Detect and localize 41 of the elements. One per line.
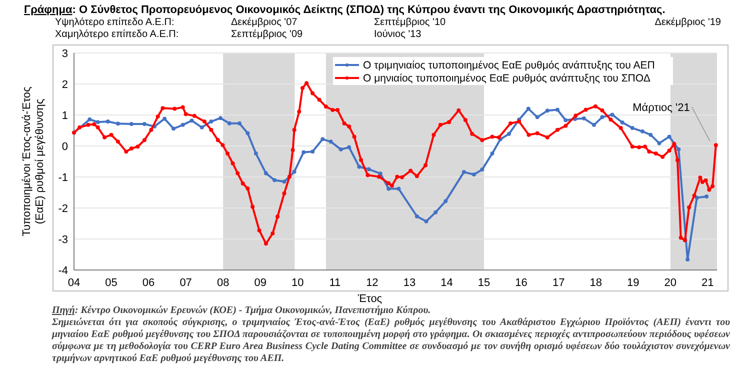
x-tick-label: 12 (366, 277, 378, 289)
y-tick-label: -2 (58, 202, 68, 215)
x-tick-label: 06 (142, 277, 155, 289)
x-tick-label: 10 (292, 277, 304, 289)
x-tick-label: 15 (478, 277, 490, 289)
x-tick-label: 17 (552, 277, 565, 289)
x-tick-label: 13 (403, 277, 416, 289)
text: Πηγή: Κέντρο Οικονομικών Ερευνών (ΚΟΕ) - Τμήμα Οικονομικών, Πανεπιστήμιο Κύπρου. (52, 305, 432, 317)
y-tick-label: 0 (62, 140, 68, 153)
text: Σεπτέμβριος '10 (374, 17, 446, 28)
x-tick-label: 19 (627, 277, 640, 289)
y-tick-label: -3 (58, 234, 68, 246)
x-tick-label: 07 (180, 277, 192, 289)
text: Υψηλότερο επίπεδο Α.Ε.Π: (55, 17, 174, 28)
annotation: Μάρτιος '21 (632, 102, 690, 114)
y-tick-label: 2 (62, 78, 68, 91)
y-tick-label: -1 (58, 172, 68, 184)
text: Δεκέμβριος '07 (231, 17, 298, 28)
legend-label: Ο μηνιαίος τυποποιημένος ΕαΕ ρυθμός ανάπτυξης του ΣΠΟΔ (363, 72, 650, 85)
x-tick-label: 11 (329, 277, 341, 289)
x-tick-label: 18 (590, 277, 602, 289)
text: Σεπτέμβριος '09 (231, 29, 303, 40)
x-tick-label: 16 (515, 277, 528, 289)
x-tick-label: 04 (68, 277, 80, 289)
chart-title: Γράφημα: Ο Σύνθετος Προπορευόμενος Οικονομικός Δείκτης (ΣΠΟΔ) της Κύπρου έναντι της Οικονομικής Δραστηριότητας. (24, 4, 666, 16)
text: Ιούνιος '13 (374, 29, 422, 40)
text: Σημειώνεται ότι για σκοπούς σύγκρισης, ο τριμηνιαίος Έτος-ανά-Έτος (ΕαΕ) ρυθμός μεγέθυνσης του Ακαθάριστου Εγχώριου Προϊόντος (ΑΕΠ) έναντι του μηνιαίου ΕαΕ ρυθμού μεγέθυνσης του ΣΠΟΔ παρουσιάζονται σε τυποποιημένη μορφή στο γράφημα. Οι σκιασμένες περιοχές αντιπροσωπεύουν περιόδους υφέσεων σύμφωνα με τη μεθοδολογία του CERP Euro Area Business Cycle Dating Committee σε συνδυασμό με τον συνήθη ορισμό υφέσεων δύο τουλάχιστον συνεχόμενων τριμήνων αρνητικού ΕαΕ ρυθμού μεγέθυνσης του ΑΕΠ. (52, 317, 730, 365)
x-axis-title: Έτος (356, 293, 382, 305)
text: Χαμηλότερο επίπεδο Α.Ε.Π: (55, 29, 179, 40)
y-tick-label: -4 (58, 264, 68, 277)
text: Δεκέμβριος '19 (654, 17, 722, 28)
x-tick-label: 20 (664, 277, 677, 289)
x-tick-label: 14 (440, 277, 453, 289)
x-tick-label: 08 (216, 277, 230, 289)
x-tick-label: 05 (105, 277, 118, 289)
x-tick-label: 09 (254, 277, 266, 289)
x-tick-label: 21 (702, 277, 714, 289)
y-tick-label: 3 (62, 48, 68, 60)
y-tick-label: 1 (62, 110, 68, 122)
y-axis-title: Τυποποιημένοι Έτος-ανά-Έτος (ΕαΕ) ρυθμοί μεγέθυνσης (21, 86, 46, 236)
legend-label: Ο τριμηνιαίος τυποποιημένος ΕαΕ ρυθμός ανάπτυξης του ΑΕΠ (363, 60, 655, 72)
